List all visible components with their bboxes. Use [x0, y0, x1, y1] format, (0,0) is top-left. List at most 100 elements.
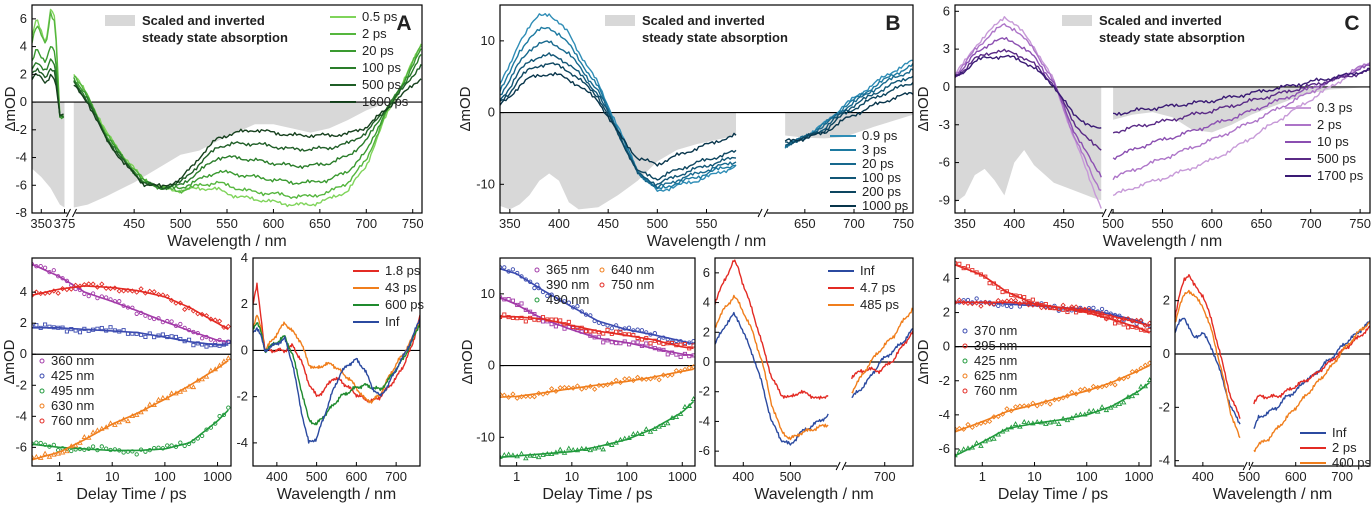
data-point [51, 268, 56, 273]
y-tick-label: -2 [236, 389, 248, 404]
data-point [82, 447, 87, 452]
legend-label: 200 ps [862, 184, 902, 199]
data-point [42, 442, 48, 447]
data-point [631, 328, 636, 333]
series-line [73, 43, 422, 208]
data-point [156, 316, 161, 321]
legend-label: 0.9 ps [862, 128, 898, 143]
data-point [630, 377, 636, 384]
series-line [955, 23, 1102, 191]
data-point [143, 449, 148, 454]
data-point [639, 343, 644, 348]
x-tick-label: 400 [1192, 469, 1214, 484]
y-tick-label: -2 [938, 373, 950, 388]
y-tick-label: -4 [1158, 453, 1170, 468]
axis-break-mark [1107, 208, 1113, 218]
data-point [56, 274, 61, 279]
data-point [68, 286, 74, 292]
data-point [1116, 401, 1123, 406]
data-point [134, 289, 140, 295]
data-point [613, 377, 619, 383]
data-point [995, 413, 1001, 420]
y-tick-label: 0 [241, 342, 248, 357]
data-point [596, 330, 601, 335]
data-point [532, 285, 537, 291]
x-axis-label: Delay Time / ps [542, 486, 652, 503]
data-point [1064, 306, 1071, 312]
data-point [129, 288, 135, 294]
x-tick-label: 600 [1201, 216, 1223, 231]
data-point [213, 421, 218, 426]
data-point [1021, 418, 1027, 424]
data-point [661, 335, 666, 340]
x-tick-label: 450 [123, 216, 145, 231]
data-point [199, 336, 205, 341]
y-tick-label: -6 [15, 439, 27, 454]
legend-marker [39, 403, 45, 409]
series-line [1112, 64, 1370, 160]
y-tick-label: 2 [703, 324, 710, 339]
series-line [1112, 62, 1370, 197]
data-point [42, 450, 48, 456]
data-point [208, 367, 214, 373]
y-tick-label: -6 [938, 155, 950, 170]
data-point [1138, 383, 1144, 389]
data-point [130, 305, 135, 310]
data-point [142, 290, 149, 296]
x-tick-label: 350 [499, 216, 521, 231]
data-point [596, 335, 601, 340]
data-point [34, 264, 39, 269]
data-point [505, 451, 512, 457]
y-tick-label: -4 [938, 407, 950, 422]
data-point [665, 341, 670, 346]
data-point [77, 446, 83, 452]
x-tick-label: 500 [780, 469, 802, 484]
legend-marker [962, 373, 968, 379]
data-point [605, 327, 610, 332]
series-line [1113, 67, 1370, 116]
data-point [1130, 324, 1135, 329]
data-point [213, 343, 218, 348]
data-point [1108, 313, 1114, 320]
data-point [143, 334, 148, 339]
data-point [221, 324, 227, 331]
data-point [186, 305, 192, 311]
data-point [506, 297, 511, 302]
fit-curve [500, 296, 694, 357]
fit-curve [955, 381, 1151, 457]
data-point [1091, 305, 1096, 311]
data-point [1012, 404, 1019, 410]
y-tick-label: 6 [20, 11, 27, 26]
data-point [996, 285, 1001, 290]
legend-label: 365 nm [546, 262, 589, 277]
data-point [108, 297, 113, 302]
x-tick-label: 1 [56, 469, 63, 484]
data-point [1012, 297, 1019, 304]
data-point [588, 313, 593, 318]
data-point [614, 341, 619, 346]
data-point [212, 366, 218, 372]
data-point [86, 281, 92, 287]
data-point [500, 295, 503, 300]
data-point [1103, 316, 1110, 322]
data-point [657, 340, 662, 345]
data-point [591, 386, 598, 392]
data-point [1051, 397, 1058, 403]
data-point [1038, 401, 1045, 407]
data-point [969, 424, 975, 430]
data-point [173, 444, 179, 449]
data-point [691, 338, 695, 344]
y-tick-label: -4 [15, 408, 27, 423]
data-point [1021, 403, 1027, 409]
y-tick-label: 4 [943, 270, 950, 285]
data-point [587, 383, 593, 389]
data-point [518, 450, 525, 456]
data-point [138, 447, 144, 452]
data-point [536, 318, 541, 323]
data-point [151, 402, 157, 408]
data-point [644, 341, 649, 346]
panel-C-top: 350 400 450 500 550 600 650 700 750 -9 -6 -3 0 3 6 Wave… [915, 3, 1371, 250]
